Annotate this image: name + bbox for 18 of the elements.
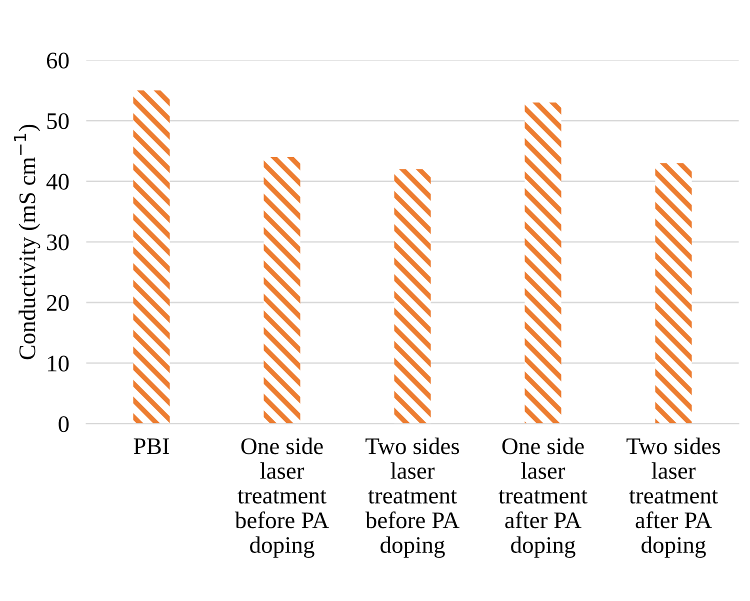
x-tick-label: Two sides laser treatment after PA doping xyxy=(626,438,720,558)
x-tick-label: One side laser treatment before PA doping xyxy=(234,438,329,558)
y-tick-label: 30 xyxy=(47,234,69,250)
bar xyxy=(264,157,300,424)
x-tick-label: Two sides laser treatment before PA doping xyxy=(365,438,460,558)
y-tick-label: 40 xyxy=(46,174,69,190)
bar xyxy=(133,90,170,424)
bar xyxy=(394,169,431,424)
y-tick-label: 20 xyxy=(47,294,69,311)
y-tick-label: 60 xyxy=(46,52,69,69)
bar xyxy=(655,163,692,424)
bar xyxy=(524,102,562,424)
x-tick-label: PBI xyxy=(134,438,170,454)
x-tick-label: One side laser treatment after PA doping xyxy=(498,438,588,558)
y-tick-label: 10 xyxy=(48,356,69,372)
y-axis-title: Conductivity (mS cm$^{−1}$) xyxy=(14,124,40,360)
y-tick-label: 0 xyxy=(58,416,69,432)
y-tick-label: 50 xyxy=(47,113,69,130)
